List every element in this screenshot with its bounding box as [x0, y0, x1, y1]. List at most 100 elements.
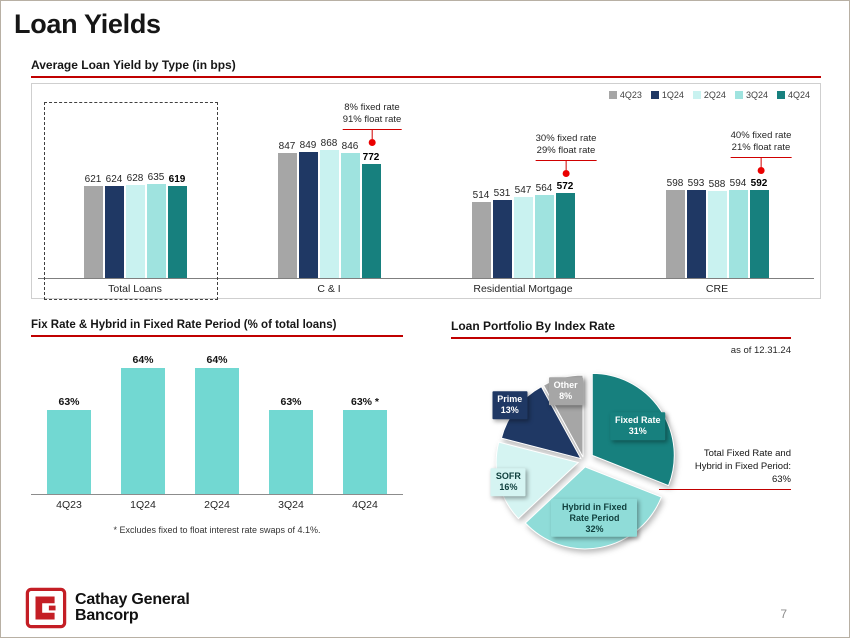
pie-slice-label: Prime13% [492, 392, 527, 420]
annotation-text: 30% fixed rate29% float rate [536, 133, 597, 161]
page-title: Loan Yields [14, 9, 161, 40]
pie-annotation-value: 63% [659, 474, 791, 487]
bar-rect [278, 153, 297, 278]
section-avg-loan-yield: Average Loan Yield by Type (in bps) 4Q23… [31, 58, 821, 299]
pie-annotation-line1: Total Fixed Rate and [659, 448, 791, 461]
annotation-text: 40% fixed rate21% float rate [731, 130, 792, 158]
fix-rate-bar-plot: 63%64%64%63%63% * [31, 353, 403, 495]
section-title-avg-loan-yield: Average Loan Yield by Type (in bps) [31, 58, 821, 78]
bar-value-label: 868 [321, 138, 338, 149]
fix-rate-axis-labels: 4Q231Q242Q243Q244Q24 [31, 499, 403, 511]
pie-chart: Total Fixed Rate and Hybrid in Fixed Per… [451, 356, 791, 606]
bar-value-label: 772 [363, 152, 380, 163]
annotation-marker-dot [369, 139, 376, 146]
annotation-marker-dot [562, 170, 569, 177]
annotation-line: 8% fixed rate [343, 102, 402, 114]
total-loans-highlight-box [44, 102, 218, 300]
bar-value-label: 593 [688, 178, 705, 189]
pie-label-text: Prime [497, 395, 522, 406]
bar-value-label: 592 [751, 178, 768, 189]
company-name: Cathay General Bancorp [75, 592, 190, 625]
legend-label: 1Q24 [662, 90, 684, 100]
avg-loan-yield-chart: 4Q231Q242Q243Q244Q24 6216246286356198478… [31, 83, 821, 299]
bar-rect [362, 164, 381, 278]
annotation-connector [371, 130, 373, 139]
footnote: * Excludes fixed to float interest rate … [31, 525, 403, 535]
bar-value-label: 564 [536, 183, 553, 194]
legend-swatch [735, 91, 743, 99]
category-label: 1Q24 [121, 499, 165, 511]
cathay-logo-icon [25, 587, 67, 629]
rate-annotation: 8% fixed rate91% float rate [343, 102, 402, 146]
annotation-marker-dot [757, 167, 764, 174]
bar-rect [556, 193, 575, 278]
section-title-portfolio: Loan Portfolio By Index Rate [451, 319, 791, 339]
bar: 592 [750, 178, 769, 278]
bar-value-label: 63% [58, 396, 79, 408]
pie-label-pct: 13% [497, 405, 522, 416]
bar-value-label: 572 [557, 181, 574, 192]
bar: 63% [47, 396, 91, 494]
bar: 531 [493, 188, 512, 278]
annotation-line: 91% float rate [343, 114, 402, 126]
bar: 846 [341, 141, 360, 278]
legend-label: 4Q23 [620, 90, 642, 100]
pie-label-pct: 32% [556, 523, 632, 534]
bar-value-label: 847 [279, 141, 296, 152]
category-label: Residential Mortgage [426, 283, 620, 295]
bar-rect [472, 202, 491, 278]
legend-item: 4Q24 [777, 90, 810, 100]
bar-rect [708, 191, 727, 278]
bar-rect [729, 190, 748, 278]
annotation-line: 40% fixed rate [731, 130, 792, 142]
bar: 847 [278, 141, 297, 278]
pie-slice-label: Other8% [549, 378, 583, 406]
bar-rect [47, 410, 91, 494]
bar-rect [666, 190, 685, 278]
bar-group: 598 593588594 592 [620, 178, 814, 278]
company-logo: Cathay General Bancorp [25, 587, 190, 629]
legend-item: 1Q24 [651, 90, 684, 100]
bar-value-label: 63% * [351, 396, 379, 408]
bar-rect [195, 368, 239, 494]
section-fix-rate-hybrid: Fix Rate & Hybrid in Fixed Rate Period (… [31, 319, 403, 535]
bar: 63% * [343, 396, 387, 494]
bar-rect [269, 410, 313, 494]
legend-swatch [777, 91, 785, 99]
bar-value-label: 64% [206, 354, 227, 366]
bar-value-label: 849 [300, 140, 317, 151]
annotation-connector [760, 158, 762, 167]
bar: 547 [514, 185, 533, 278]
bar: 514 [472, 190, 491, 278]
category-label: 3Q24 [269, 499, 313, 511]
bar-rect [687, 190, 706, 278]
pie-label-pct: 16% [496, 482, 521, 493]
bar: 598 [666, 178, 685, 278]
pie-annotation-line2: Hybrid in Fixed Period: [659, 461, 791, 474]
legend-label: 3Q24 [746, 90, 768, 100]
pie-label-pct: 31% [615, 426, 661, 437]
category-label: 2Q24 [195, 499, 239, 511]
bar: 63% [269, 396, 313, 494]
bar-rect [121, 368, 165, 494]
bar: 772 [362, 152, 381, 278]
bar: 64% [195, 354, 239, 494]
bar-value-label: 531 [494, 188, 511, 199]
pie-label-pct: 8% [554, 391, 578, 402]
bar-value-label: 514 [473, 190, 490, 201]
legend-label: 2Q24 [704, 90, 726, 100]
slide: Loan Yields Average Loan Yield by Type (… [0, 0, 850, 638]
bar: 593 [687, 178, 706, 278]
bar: 588 [708, 179, 727, 278]
legend-swatch [693, 91, 701, 99]
legend-item: 3Q24 [735, 90, 768, 100]
pie-slice-label: SOFR16% [491, 469, 526, 497]
bar-rect [299, 152, 318, 278]
bar-value-label: 598 [667, 178, 684, 189]
annotation-line: 21% float rate [731, 142, 792, 154]
bar-group: 847 849 868846772 [232, 138, 426, 278]
company-name-line2: Bancorp [75, 608, 190, 624]
bar-rect [343, 410, 387, 494]
pie-slice-label: Hybrid in Fixed Rate Period32% [551, 499, 637, 537]
bar-value-label: 594 [730, 178, 747, 189]
